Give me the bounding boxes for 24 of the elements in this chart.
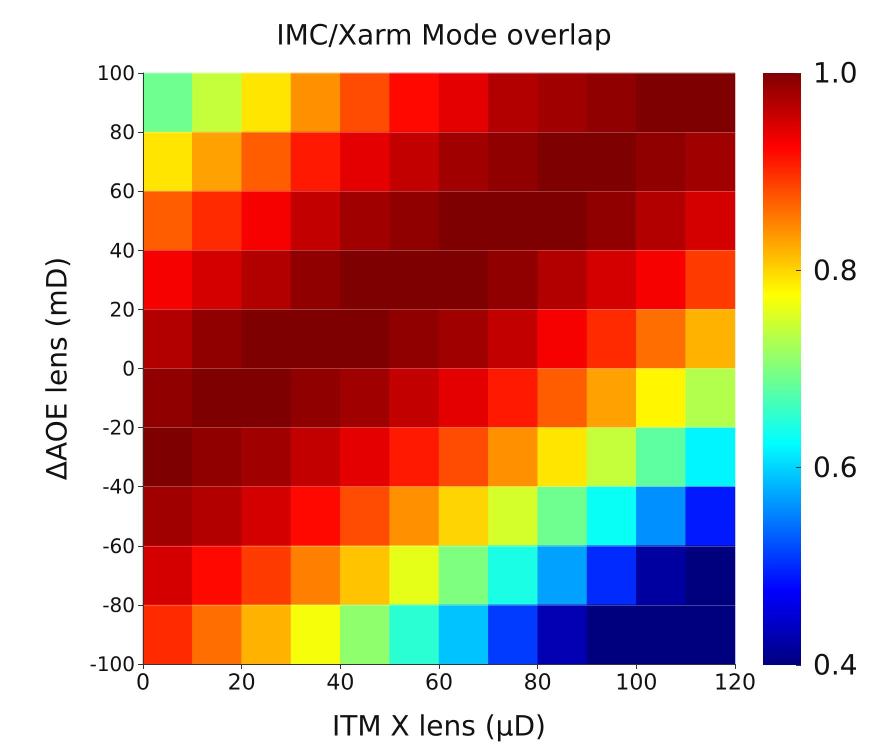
y-tick-label: 40 (110, 238, 135, 262)
y-tick-label: 100 (96, 61, 135, 85)
y-tick-label: -100 (90, 652, 135, 676)
y-tick-label: 60 (110, 179, 135, 204)
x-tick-label: 100 (615, 670, 658, 696)
color-bar-label: 0.4 (813, 648, 858, 682)
x-tick-label: 60 (425, 670, 453, 696)
y-tick-label: 20 (110, 297, 135, 322)
y-tick-label: -80 (102, 592, 135, 617)
x-tick-label: 40 (326, 670, 354, 696)
y-tick-label: -20 (102, 416, 135, 440)
x-axis-title: ITM X lens (µD) (332, 710, 546, 742)
y-axis-title: ΔAOE lens (mD) (40, 256, 74, 480)
y-tick-label: 80 (110, 120, 135, 144)
color-bar-label: 0.8 (813, 254, 858, 287)
color-bar-label: 1.0 (813, 56, 858, 90)
x-tick-label: 20 (228, 670, 256, 696)
y-tick-label: -60 (102, 534, 135, 558)
color-bar-label: 0.6 (813, 451, 858, 484)
x-tick-label: 120 (714, 670, 756, 696)
y-tick-label: 0 (122, 356, 135, 380)
y-tick-label: -40 (102, 474, 135, 499)
x-tick-label: 80 (524, 670, 552, 696)
chart-title: IMC/Xarm Mode overlap (276, 18, 612, 52)
